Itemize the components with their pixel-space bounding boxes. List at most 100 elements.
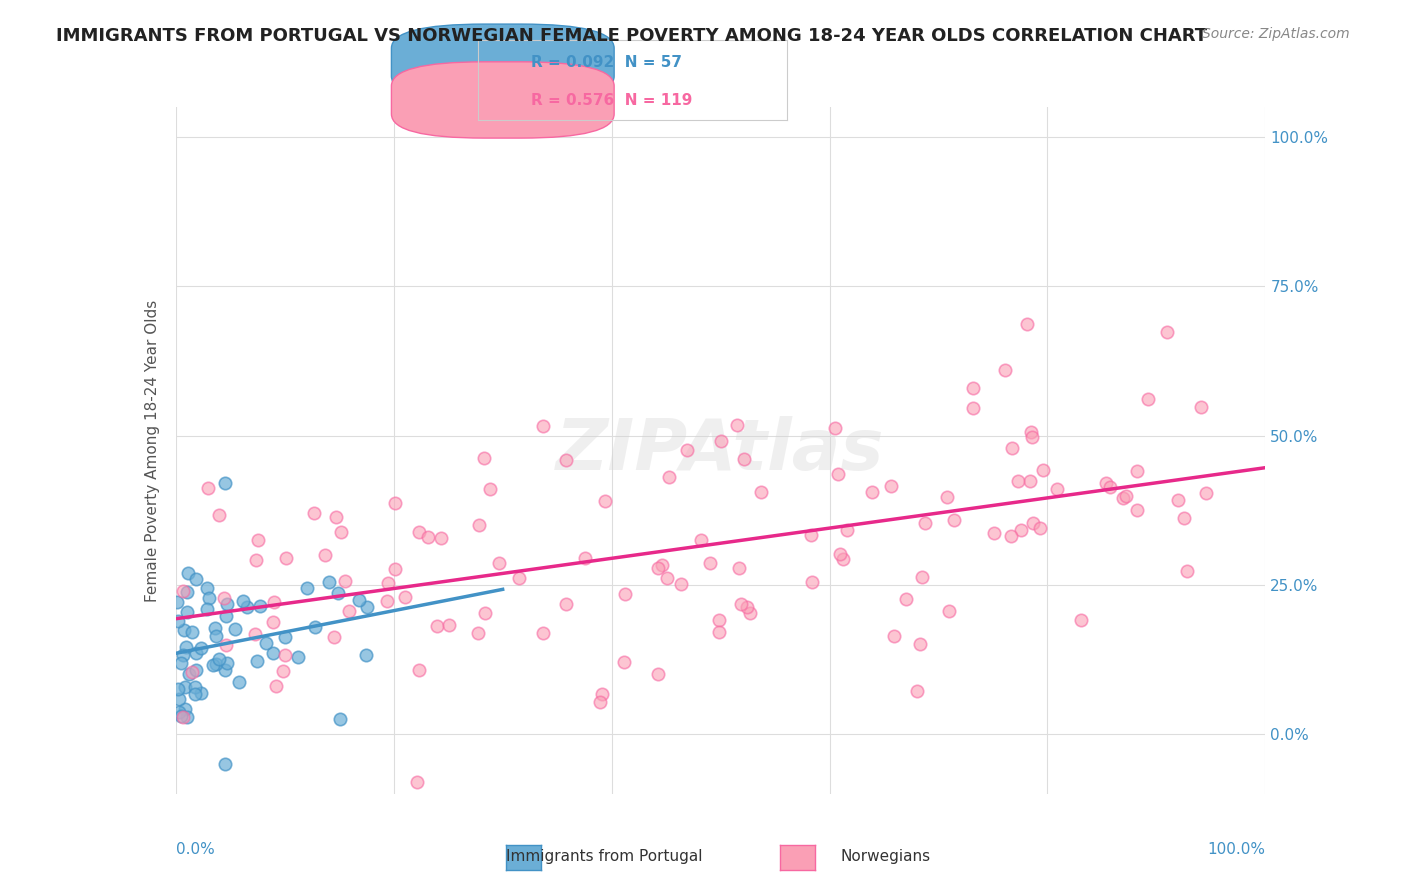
Point — [749, 485, 772, 500]
FancyBboxPatch shape — [391, 62, 614, 138]
Point — [205, 657, 228, 671]
Point — [1156, 325, 1178, 339]
Point — [166, 614, 188, 628]
Point — [1136, 392, 1159, 406]
Point — [555, 453, 578, 467]
Text: 0.0%: 0.0% — [176, 842, 215, 857]
Point — [176, 709, 198, 723]
Point — [214, 475, 236, 490]
Point — [1112, 491, 1135, 505]
Point — [190, 640, 212, 655]
Point — [707, 613, 730, 627]
Point — [349, 592, 371, 607]
Point — [426, 619, 449, 633]
Point — [405, 775, 427, 789]
Point — [263, 595, 285, 609]
Point — [832, 552, 855, 566]
Point — [176, 585, 198, 599]
Point — [938, 604, 960, 618]
Point — [197, 481, 219, 495]
Point — [246, 654, 269, 668]
Point — [942, 513, 965, 527]
Point — [215, 638, 238, 652]
Point — [437, 618, 460, 632]
Point — [738, 606, 761, 620]
Point — [249, 599, 271, 613]
Point — [1000, 529, 1022, 543]
Point — [208, 652, 231, 666]
Point — [935, 491, 957, 505]
Point — [276, 550, 298, 565]
Point — [183, 681, 205, 695]
Point — [613, 655, 636, 669]
Point — [883, 630, 905, 644]
Point — [676, 442, 699, 457]
Point — [302, 506, 325, 520]
Point — [408, 663, 430, 677]
Point — [651, 558, 673, 572]
Point — [262, 647, 284, 661]
Point — [914, 516, 936, 531]
Point — [183, 687, 205, 701]
Point — [962, 401, 984, 416]
Y-axis label: Female Poverty Among 18-24 Year Olds: Female Poverty Among 18-24 Year Olds — [145, 300, 160, 601]
Point — [181, 665, 204, 679]
Point — [860, 485, 883, 500]
Point — [232, 594, 254, 608]
Point — [323, 630, 346, 644]
Point — [245, 552, 267, 566]
Point — [591, 687, 613, 701]
Point — [531, 419, 554, 434]
Point — [262, 615, 284, 629]
Text: Immigrants from Portugal: Immigrants from Portugal — [506, 849, 703, 863]
Point — [217, 597, 239, 611]
Point — [1017, 317, 1039, 331]
Point — [325, 510, 347, 524]
Point — [181, 625, 204, 640]
Point — [170, 657, 193, 671]
Point — [733, 451, 755, 466]
FancyBboxPatch shape — [391, 24, 614, 100]
Point — [236, 599, 259, 614]
Point — [1070, 613, 1092, 627]
Point — [474, 606, 496, 620]
Point — [198, 591, 221, 605]
Point — [614, 587, 637, 601]
Point — [730, 597, 752, 611]
Point — [1095, 476, 1118, 491]
Point — [1175, 564, 1198, 578]
Point — [204, 621, 226, 635]
Point — [595, 493, 617, 508]
Point — [1098, 480, 1121, 494]
Point — [215, 656, 238, 670]
Point — [908, 638, 931, 652]
Point — [800, 528, 823, 542]
Point — [172, 584, 194, 599]
Point — [531, 625, 554, 640]
Point — [710, 434, 733, 449]
Point — [1167, 493, 1189, 508]
Point — [173, 624, 195, 638]
Point — [208, 508, 231, 523]
Point — [468, 517, 491, 532]
Point — [245, 627, 267, 641]
Point — [725, 418, 748, 433]
Point — [467, 626, 489, 640]
Point — [166, 595, 188, 609]
Point — [318, 575, 340, 590]
Point — [214, 757, 236, 772]
Point — [212, 591, 235, 605]
Point — [354, 648, 377, 662]
Point — [169, 706, 191, 720]
Point — [699, 556, 721, 570]
Point — [408, 525, 430, 540]
Point — [172, 648, 194, 662]
Point — [1021, 430, 1043, 444]
Point — [329, 712, 352, 726]
Point — [1022, 516, 1045, 530]
Point — [172, 710, 194, 724]
Point — [479, 482, 502, 496]
Point — [801, 574, 824, 589]
Point — [707, 625, 730, 640]
Point — [174, 680, 197, 694]
